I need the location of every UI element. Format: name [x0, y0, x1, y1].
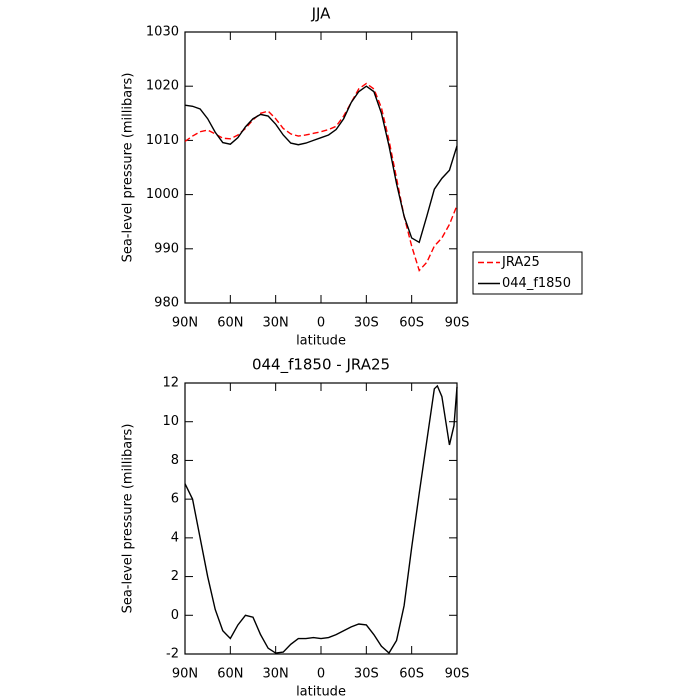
legend-label: 044_f1850: [502, 276, 571, 291]
x-tick-label: 60S: [399, 316, 424, 331]
x-tick-label: 90S: [445, 667, 470, 682]
y-tick-label: 1030: [146, 25, 179, 40]
y-axis-label: Sea-level pressure (millibars): [121, 424, 136, 614]
data-line: [184, 82, 458, 272]
x-axis-label: latitude: [296, 685, 346, 700]
y-tick-label: 8: [171, 453, 179, 468]
x-axis-label: latitude: [296, 334, 346, 349]
y-tick-label: 990: [154, 241, 179, 256]
x-tick-label: 60N: [217, 667, 243, 682]
x-tick-label: 90N: [172, 316, 198, 331]
x-tick-label: 60N: [217, 316, 243, 331]
x-tick-label: 30S: [354, 316, 379, 331]
data-line: [184, 85, 458, 244]
x-tick-label: 60S: [399, 667, 424, 682]
y-tick-label: 6: [171, 492, 179, 507]
y-axis-label: Sea-level pressure (millibars): [121, 73, 136, 263]
y-tick-label: 2: [171, 569, 179, 584]
y-tick-label: 4: [171, 530, 179, 545]
x-tick-label: 0: [317, 316, 325, 331]
y-tick-label: 1020: [146, 79, 179, 94]
x-tick-label: 30N: [263, 667, 289, 682]
x-tick-label: 90N: [172, 667, 198, 682]
y-tick-label: 10: [162, 414, 179, 429]
legend-box: [472, 251, 583, 295]
y-tick-label: 12: [162, 376, 179, 391]
legend-label: JRA25: [501, 255, 540, 270]
y-tick-label: 1010: [146, 133, 179, 148]
x-tick-label: 90S: [445, 316, 470, 331]
chart-title: JJA: [311, 5, 332, 23]
data-line: [184, 384, 458, 655]
y-tick-label: 980: [154, 296, 179, 311]
x-tick-label: 30N: [263, 316, 289, 331]
y-tick-label: 1000: [146, 187, 179, 202]
y-tick-label: 0: [171, 608, 179, 623]
chart-title: 044_f1850 - JRA25: [252, 356, 390, 375]
x-tick-label: 0: [317, 667, 325, 682]
y-tick-label: -2: [166, 647, 179, 662]
x-tick-label: 30S: [354, 667, 379, 682]
